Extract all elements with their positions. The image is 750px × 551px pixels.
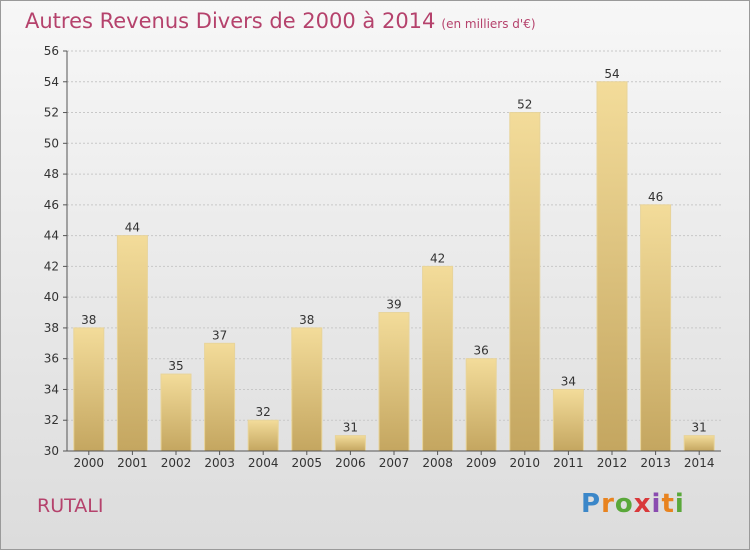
chart-unit-label: (en milliers d'€)	[441, 17, 536, 31]
bar-value-label: 38	[81, 313, 96, 327]
bar-value-label: 37	[212, 328, 227, 342]
bar	[247, 419, 279, 452]
bar-value-label: 34	[561, 374, 576, 388]
bar	[204, 342, 236, 452]
x-tick-label: 2014	[684, 456, 715, 470]
logo-letter: P	[581, 489, 602, 519]
y-tick-label: 36	[44, 352, 59, 366]
chart-title-text: Autres Revenus Divers de 2000 à 2014	[25, 9, 436, 33]
bar	[378, 312, 410, 452]
y-tick-label: 52	[44, 106, 59, 120]
proxiti-logo: Proxiti	[581, 489, 685, 519]
y-tick-label: 46	[44, 198, 59, 212]
bar	[116, 235, 148, 452]
bar	[73, 327, 105, 452]
bar	[422, 265, 454, 452]
y-tick-label: 32	[44, 413, 59, 427]
bar	[465, 358, 497, 452]
bar-value-label: 39	[386, 298, 401, 312]
logo-letter: x	[633, 489, 652, 519]
y-tick-label: 54	[44, 75, 59, 89]
bar-value-label: 31	[343, 421, 358, 435]
y-tick-label: 40	[44, 290, 59, 304]
logo-letter: o	[614, 489, 634, 519]
x-tick-label: 2003	[204, 456, 235, 470]
bar	[640, 204, 672, 452]
x-tick-label: 2011	[553, 456, 584, 470]
bar-value-label: 31	[692, 421, 707, 435]
x-tick-label: 2010	[510, 456, 541, 470]
logo-letter: r	[601, 489, 615, 519]
y-tick-label: 30	[44, 444, 59, 458]
bar	[334, 435, 366, 452]
bar-value-label: 35	[168, 359, 183, 373]
bar-value-label: 54	[604, 67, 619, 81]
logo-letter: i	[651, 489, 662, 519]
y-tick-label: 48	[44, 167, 59, 181]
x-tick-label: 2001	[117, 456, 148, 470]
logo-letter: i	[674, 489, 685, 519]
place-name: RUTALI	[37, 495, 104, 517]
y-tick-label: 42	[44, 259, 59, 273]
bar-value-label: 52	[517, 98, 532, 112]
chart-title: Autres Revenus Divers de 2000 à 2014 (en …	[25, 9, 536, 33]
y-tick-label: 38	[44, 321, 59, 335]
y-tick-label: 56	[44, 44, 59, 58]
bar-value-label: 46	[648, 190, 663, 204]
x-tick-label: 2006	[335, 456, 366, 470]
x-tick-label: 2000	[74, 456, 105, 470]
bar-value-label: 38	[299, 313, 314, 327]
bar	[552, 388, 584, 452]
x-tick-label: 2012	[597, 456, 628, 470]
bar-value-label: 36	[474, 344, 489, 358]
bar	[291, 327, 323, 452]
bar-value-label: 32	[256, 405, 271, 419]
logo-letter: t	[661, 489, 675, 519]
x-tick-label: 2009	[466, 456, 497, 470]
y-tick-label: 44	[44, 229, 59, 243]
y-tick-label: 34	[44, 382, 59, 396]
x-tick-label: 2004	[248, 456, 279, 470]
x-tick-label: 2005	[292, 456, 323, 470]
bar-value-label: 44	[125, 221, 140, 235]
x-tick-label: 2008	[422, 456, 453, 470]
x-tick-label: 2013	[640, 456, 671, 470]
bars	[73, 81, 715, 452]
bar	[596, 81, 628, 452]
x-tick-label: 2002	[161, 456, 192, 470]
bar	[160, 373, 192, 452]
bar	[683, 435, 715, 452]
bar-value-label: 42	[430, 251, 445, 265]
x-tick-label: 2007	[379, 456, 410, 470]
labels: 30 32 34 36 38 40 42 44 46 48 50 52 54 56 38 2000 44 2001…	[44, 44, 715, 470]
y-tick-label: 50	[44, 136, 59, 150]
axes	[63, 50, 721, 455]
bar	[509, 112, 541, 452]
